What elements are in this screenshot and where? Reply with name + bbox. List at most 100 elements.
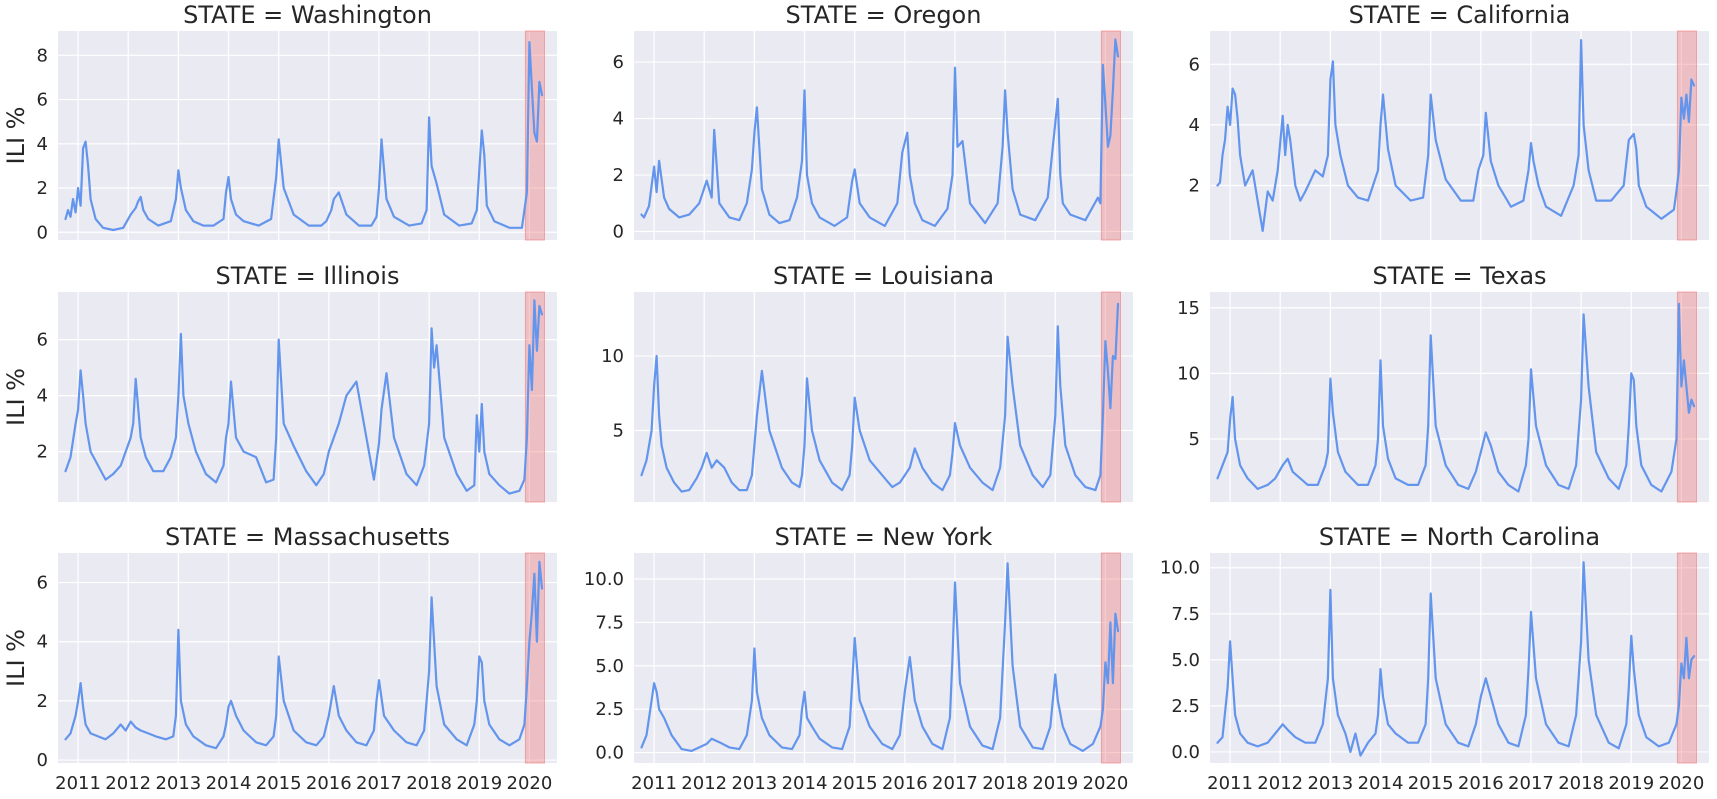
y-tick-label: 5 xyxy=(613,421,624,442)
ili-series-line xyxy=(640,562,1120,753)
x-tick-label: 2015 xyxy=(832,773,878,794)
subplot-title: STATE = Texas xyxy=(1372,262,1546,290)
x-tick-label: 2017 xyxy=(932,773,978,794)
subplot-title: STATE = Louisiana xyxy=(773,262,994,290)
x-tick-label: 2018 xyxy=(1558,773,1604,794)
x-tick-label: 2013 xyxy=(155,773,201,794)
y-tick-label: 4 xyxy=(1189,115,1200,136)
y-tick-label: 6 xyxy=(613,52,624,73)
y-tick-label: 15 xyxy=(1177,298,1200,319)
ili-series-line xyxy=(1216,561,1696,757)
subplot-title: STATE = North Carolina xyxy=(1319,523,1600,551)
subplot-5: 5 10 15 STATE = Texas xyxy=(1177,262,1709,503)
x-tick-label: 2016 xyxy=(882,773,928,794)
y-tick-label: 5.0 xyxy=(1171,650,1200,671)
plot-area xyxy=(634,31,1133,240)
plot-area xyxy=(634,292,1133,502)
x-tick-label: 2015 xyxy=(256,773,302,794)
x-tick-label: 2017 xyxy=(356,773,402,794)
x-tick-label: 2020 xyxy=(507,773,553,794)
x-tick-label: 2014 xyxy=(1358,773,1404,794)
x-tick-label: 2012 xyxy=(105,773,151,794)
subplot-2: 2 4 6 STATE = California xyxy=(1189,1,1709,241)
x-tick-label: 2011 xyxy=(631,773,677,794)
subplot-1: 0 2 4 6 STATE = Oregon xyxy=(613,1,1133,243)
subplot-8: 0.0 2.5 5.0 7.5 10.0 2011 2012 2013 2014 2015 2016… xyxy=(1160,523,1709,794)
subplot-0: 0 2 4 6 8 STATE = Washington ILI % xyxy=(2,1,557,243)
y-tick-label: 2 xyxy=(613,165,624,186)
x-tick-label: 2011 xyxy=(1207,773,1253,794)
y-tick-label: 4 xyxy=(37,632,48,653)
subplot-6: 0 2 4 6 2011 2012 2013 2014 2015 2016 2017 2018 2019… xyxy=(2,523,557,794)
y-tick-label: 6 xyxy=(37,90,48,111)
highlight-span xyxy=(524,552,545,764)
ili-series-line xyxy=(64,299,544,495)
x-tick-label: 2011 xyxy=(55,773,101,794)
subplot-title: STATE = Washington xyxy=(183,1,432,29)
y-tick-label: 6 xyxy=(1189,54,1200,75)
y-tick-label: 0.0 xyxy=(1171,742,1200,763)
ili-series-line xyxy=(64,560,544,750)
y-axis-label: ILI % xyxy=(2,107,30,165)
y-tick-label: 10 xyxy=(1177,363,1200,384)
y-tick-label: 10.0 xyxy=(584,569,624,590)
subplot-title: STATE = New York xyxy=(775,523,993,551)
plot-area xyxy=(58,553,557,763)
subplot-title: STATE = Oregon xyxy=(786,1,982,29)
subplot-4: 5 10 STATE = Louisiana xyxy=(601,262,1133,503)
x-tick-label: 2019 xyxy=(1608,773,1654,794)
plot-area xyxy=(634,553,1133,763)
y-tick-label: 7.5 xyxy=(1171,604,1200,625)
y-tick-label: 4 xyxy=(37,386,48,407)
y-tick-label: 10 xyxy=(601,346,624,367)
y-tick-label: 0.0 xyxy=(595,743,624,764)
ili-series-line xyxy=(640,302,1120,493)
x-tick-label: 2019 xyxy=(1032,773,1078,794)
subplot-title: STATE = Massachusetts xyxy=(165,523,450,551)
x-tick-label: 2014 xyxy=(206,773,252,794)
y-tick-label: 2 xyxy=(37,442,48,463)
plot-area xyxy=(1210,553,1709,763)
x-tick-label: 2017 xyxy=(1508,773,1554,794)
x-tick-label: 2016 xyxy=(306,773,352,794)
y-tick-label: 5 xyxy=(1189,429,1200,450)
x-tick-label: 2020 xyxy=(1083,773,1129,794)
plot-area xyxy=(58,31,557,240)
x-tick-label: 2013 xyxy=(1307,773,1353,794)
y-tick-label: 0 xyxy=(37,222,48,243)
x-tick-label: 2012 xyxy=(1257,773,1303,794)
y-tick-label: 2.5 xyxy=(595,699,624,720)
x-tick-label: 2019 xyxy=(456,773,502,794)
y-tick-label: 7.5 xyxy=(595,612,624,633)
y-tick-label: 2 xyxy=(37,691,48,712)
x-tick-label: 2014 xyxy=(782,773,828,794)
x-tick-label: 2013 xyxy=(731,773,777,794)
y-tick-label: 4 xyxy=(37,134,48,155)
x-tick-label: 2012 xyxy=(681,773,727,794)
y-tick-label: 6 xyxy=(37,573,48,594)
x-tick-label: 2016 xyxy=(1458,773,1504,794)
x-tick-label: 2018 xyxy=(406,773,452,794)
ili-series-line xyxy=(1216,38,1696,232)
y-tick-label: 2.5 xyxy=(1171,696,1200,717)
subplot-title: STATE = California xyxy=(1349,1,1571,29)
y-tick-label: 2 xyxy=(37,178,48,199)
plot-area xyxy=(1210,31,1709,240)
y-tick-label: 6 xyxy=(37,330,48,351)
y-axis-label: ILI % xyxy=(2,629,30,687)
y-tick-label: 5.0 xyxy=(595,656,624,677)
ili-series-line xyxy=(64,40,544,232)
y-tick-label: 0 xyxy=(37,750,48,771)
y-tick-label: 8 xyxy=(37,45,48,66)
y-tick-label: 2 xyxy=(1189,175,1200,196)
y-tick-label: 10.0 xyxy=(1160,558,1200,579)
x-tick-label: 2018 xyxy=(982,773,1028,794)
plot-area xyxy=(58,292,557,502)
subplot-3: 2 4 6 STATE = Illinois ILI % xyxy=(2,262,557,503)
subplot-7: 0.0 2.5 5.0 7.5 10.0 2011 2012 2013 2014 2015 2016… xyxy=(584,523,1133,794)
x-tick-label: 2020 xyxy=(1659,773,1705,794)
subplot-title: STATE = Illinois xyxy=(216,262,400,290)
y-tick-label: 4 xyxy=(613,109,624,130)
ili-series-line xyxy=(640,38,1120,227)
